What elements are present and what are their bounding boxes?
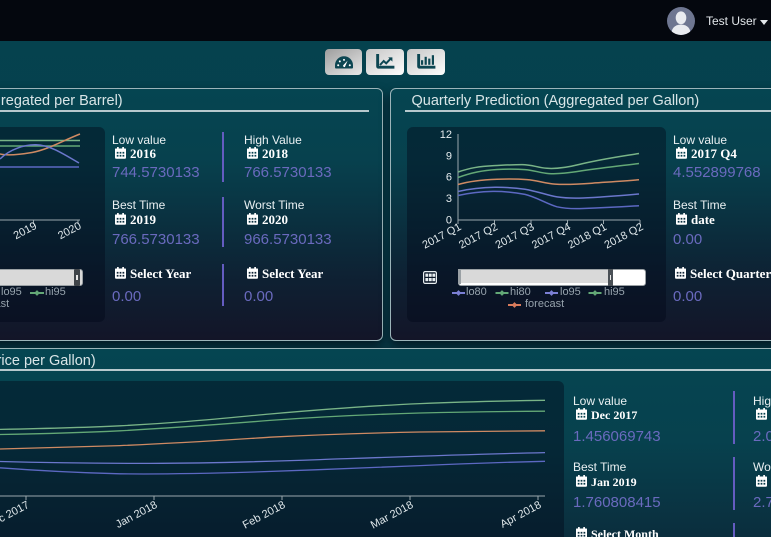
- svg-text:Mar 2018: Mar 2018: [369, 499, 416, 531]
- svg-text:2017 Q3: 2017 Q3: [494, 221, 537, 251]
- svg-text:12: 12: [440, 129, 452, 141]
- svg-text:2017 Q4: 2017 Q4: [530, 221, 573, 251]
- svg-text:2019: 2019: [12, 220, 39, 242]
- svg-text:Feb 2018: Feb 2018: [241, 499, 288, 531]
- svg-text:2017 Q1: 2017 Q1: [421, 221, 464, 251]
- svg-text:0: 0: [446, 214, 452, 226]
- svg-text:Jan 2018: Jan 2018: [114, 499, 160, 531]
- svg-text:2018 Q2: 2018 Q2: [603, 221, 646, 251]
- svg-text:2020: 2020: [56, 220, 83, 242]
- svg-text:Apr 2018: Apr 2018: [498, 499, 543, 531]
- svg-text:2018 Q1: 2018 Q1: [566, 221, 609, 251]
- svg-text:2017 Q2: 2017 Q2: [457, 221, 500, 251]
- svg-text:6: 6: [446, 172, 452, 184]
- svg-text:Dec 2017: Dec 2017: [0, 499, 31, 532]
- svg-text:3: 3: [446, 193, 452, 205]
- svg-text:9: 9: [446, 150, 452, 162]
